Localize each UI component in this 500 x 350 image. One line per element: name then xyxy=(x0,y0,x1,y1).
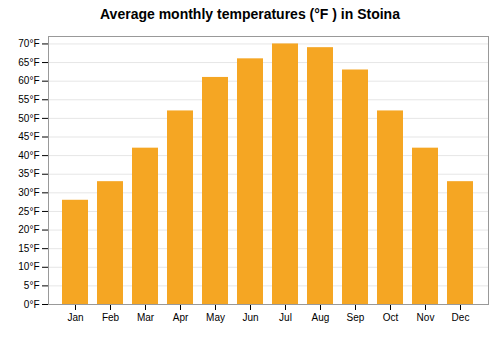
svg-text:35°F: 35°F xyxy=(18,168,39,179)
svg-text:Sep: Sep xyxy=(347,312,365,323)
svg-text:25°F: 25°F xyxy=(18,206,39,217)
svg-text:Feb: Feb xyxy=(102,312,120,323)
svg-text:5°F: 5°F xyxy=(24,280,40,291)
svg-text:Mar: Mar xyxy=(137,312,155,323)
svg-text:May: May xyxy=(206,312,225,323)
svg-text:30°F: 30°F xyxy=(18,187,39,198)
svg-text:Jun: Jun xyxy=(242,312,258,323)
svg-text:Dec: Dec xyxy=(452,312,470,323)
svg-text:65°F: 65°F xyxy=(18,57,39,68)
svg-text:15°F: 15°F xyxy=(18,243,39,254)
svg-text:Jan: Jan xyxy=(67,312,83,323)
svg-text:45°F: 45°F xyxy=(18,131,39,142)
svg-text:60°F: 60°F xyxy=(18,75,39,86)
svg-text:10°F: 10°F xyxy=(18,261,39,272)
svg-text:Aug: Aug xyxy=(312,312,330,323)
svg-text:20°F: 20°F xyxy=(18,224,39,235)
svg-text:Nov: Nov xyxy=(417,312,435,323)
svg-text:50°F: 50°F xyxy=(18,113,39,124)
svg-text:Oct: Oct xyxy=(383,312,399,323)
svg-text:Apr: Apr xyxy=(173,312,189,323)
svg-text:40°F: 40°F xyxy=(18,150,39,161)
svg-text:0°F: 0°F xyxy=(24,299,40,310)
html-text:Average monthly temperatures (: Average monthly temperatures (°F ) in St… xyxy=(100,6,400,22)
svg-text:Jul: Jul xyxy=(279,312,292,323)
svg-text:70°F: 70°F xyxy=(18,38,39,49)
svg-text:55°F: 55°F xyxy=(18,94,39,105)
